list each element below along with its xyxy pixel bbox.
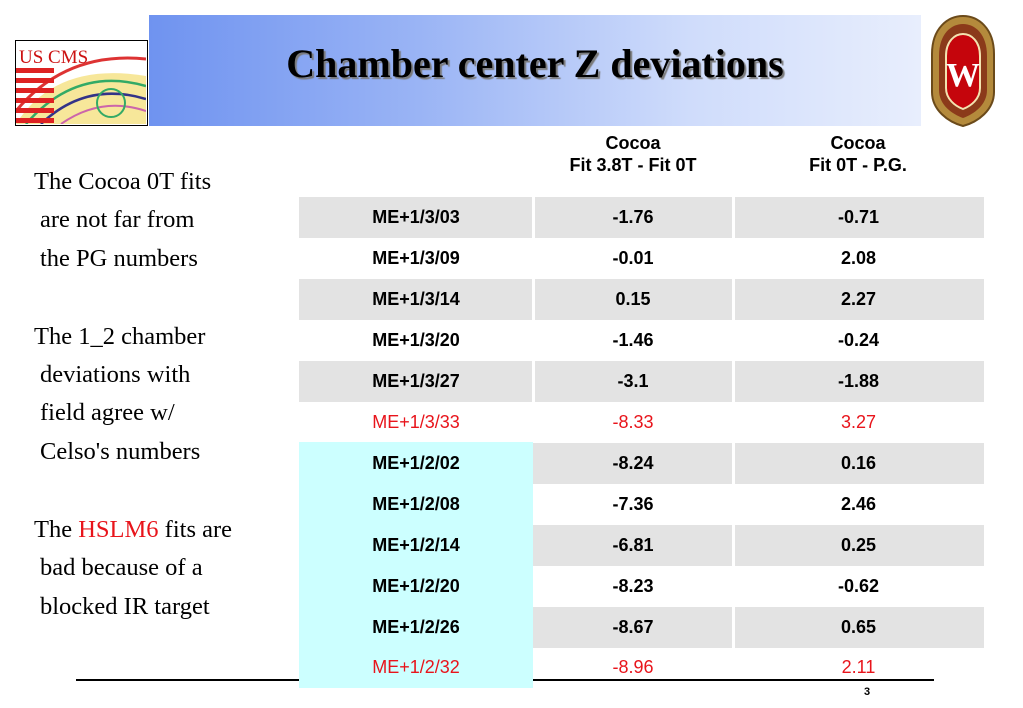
pg-diff-cell: 2.11	[841, 657, 876, 677]
note-1-2-chamber: The 1_2 chamber deviations with field ag…	[34, 318, 296, 471]
column-divider	[732, 525, 735, 566]
us-cms-logo-text: US CMS	[19, 47, 88, 68]
hslm6-highlight: HSLM6	[78, 516, 159, 544]
pg-diff-cell: -1.88	[837, 371, 880, 391]
pg-diff-cell: 0.65	[840, 617, 877, 637]
note-line: Celso's numbers	[40, 437, 201, 465]
us-flag-stripes-icon	[16, 68, 54, 123]
pg-diff-cell: -0.62	[837, 576, 880, 596]
note-prefix: The	[34, 516, 79, 544]
column-divider	[532, 279, 535, 320]
chamber-cell: ME+1/2/20	[372, 576, 460, 596]
us-cms-logo-graphic: US CMS	[16, 41, 147, 125]
fit-diff-cell: -0.01	[612, 248, 654, 268]
sidebar-notes: The Cocoa 0T fits are not far from the P…	[34, 163, 296, 666]
chamber-cell: ME+1/2/14	[299, 525, 533, 566]
table-row: ME+1/3/03 -1.76 -0.71	[299, 197, 984, 238]
title-band	[149, 15, 921, 126]
chamber-cell: ME+1/2/02	[299, 443, 533, 484]
pg-diff-cell: 2.46	[840, 494, 877, 514]
note-line: are not far from	[40, 206, 195, 234]
table-row: ME+1/2/08 -7.36 2.46	[299, 484, 984, 525]
chamber-cell: ME+1/3/14	[372, 289, 460, 309]
fit-diff-cell: -6.81	[612, 535, 654, 555]
page-title: Chamber center Z deviations	[286, 41, 784, 86]
fit-diff-cell: -1.46	[612, 330, 654, 350]
chamber-cell: ME+1/2/32	[372, 657, 460, 677]
chamber-cell: ME+1/3/03	[372, 207, 460, 227]
table-row: ME+1/3/27 -3.1 -1.88	[299, 361, 984, 402]
header-line: Fit 3.8T - Fit 0T	[569, 155, 697, 175]
note-suffix: fits are	[158, 516, 233, 544]
pg-diff-cell: 3.27	[840, 412, 877, 432]
wisconsin-crest-logo: W	[928, 14, 998, 128]
pg-diff-cell: 0.16	[840, 453, 877, 473]
column-divider	[532, 197, 535, 238]
header-line: Fit 0T - P.G.	[809, 155, 907, 175]
header-line: Cocoa	[605, 133, 661, 153]
chamber-cell: ME+1/3/33	[372, 412, 460, 432]
pg-diff-cell: 2.08	[840, 248, 877, 268]
note-line: field agree w/	[40, 399, 175, 427]
fit-diff-cell: -7.36	[612, 494, 654, 514]
fit-diff-cell: -8.23	[612, 576, 654, 596]
note-line: the PG numbers	[40, 244, 198, 272]
table-row: ME+1/3/09 -0.01 2.08	[299, 238, 984, 279]
us-cms-logo: US CMS	[15, 40, 148, 126]
column-divider	[732, 279, 735, 320]
note-line: The HSLM6 fits are	[34, 511, 296, 549]
fit-diff-cell: 0.15	[615, 289, 651, 309]
chamber-cell: ME+1/2/26	[299, 607, 533, 648]
fit-diff-cell: -3.1	[617, 371, 649, 391]
column-divider	[732, 361, 735, 402]
column-divider	[732, 607, 735, 648]
fit-diff-cell: -8.24	[612, 453, 654, 473]
note-line: blocked IR target	[40, 592, 210, 620]
chamber-cell: ME+1/2/08	[372, 494, 460, 514]
fit-diff-cell: -8.33	[612, 412, 654, 432]
column-header-pg-diff: Cocoa Fit 0T - P.G.	[758, 132, 958, 176]
table-row-flagged: ME+1/3/33 -8.33 3.27	[299, 402, 984, 443]
note-line: bad because of a	[40, 554, 203, 582]
table-row: ME+1/3/14 0.15 2.27	[299, 279, 984, 320]
fit-diff-cell: -8.96	[612, 657, 654, 677]
column-divider	[532, 361, 535, 402]
pg-diff-cell: 0.25	[840, 535, 877, 555]
crest-letter: W	[946, 57, 980, 94]
fit-diff-cell: -8.67	[612, 617, 654, 637]
column-divider	[732, 197, 735, 238]
table-row: ME+1/2/26 -8.67 0.65	[299, 607, 984, 648]
pg-diff-cell: 2.27	[840, 289, 877, 309]
table-row: ME+1/3/20 -1.46 -0.24	[299, 320, 984, 361]
page-number: 3	[864, 686, 871, 698]
fit-diff-cell: -1.76	[612, 207, 654, 227]
table-row: ME+1/2/02 -8.24 0.16	[299, 443, 984, 484]
crest-icon: W	[931, 14, 995, 128]
table-row: ME+1/2/20 -8.23 -0.62	[299, 566, 984, 607]
column-header-fit-diff: Cocoa Fit 3.8T - Fit 0T	[533, 132, 733, 176]
chamber-cell: ME+1/3/27	[372, 371, 460, 391]
note-hslm6: The HSLM6 fits are bad because of a bloc…	[34, 511, 296, 626]
note-line: deviations with	[40, 361, 191, 389]
chamber-cell: ME+1/3/09	[372, 248, 460, 268]
column-divider	[732, 443, 735, 484]
note-line: The 1_2 chamber	[34, 322, 206, 350]
note-line: The Cocoa 0T fits	[34, 168, 212, 195]
pg-diff-cell: -0.24	[837, 330, 880, 350]
pg-diff-cell: -0.71	[837, 207, 880, 227]
header-line: Cocoa	[830, 133, 886, 153]
chamber-cell: ME+1/3/20	[372, 330, 460, 350]
note-cocoa-0t: The Cocoa 0T fits are not far from the P…	[34, 163, 296, 278]
table-row: ME+1/2/14 -6.81 0.25	[299, 525, 984, 566]
table-row-flagged: ME+1/2/32 -8.96 2.11	[299, 647, 984, 688]
